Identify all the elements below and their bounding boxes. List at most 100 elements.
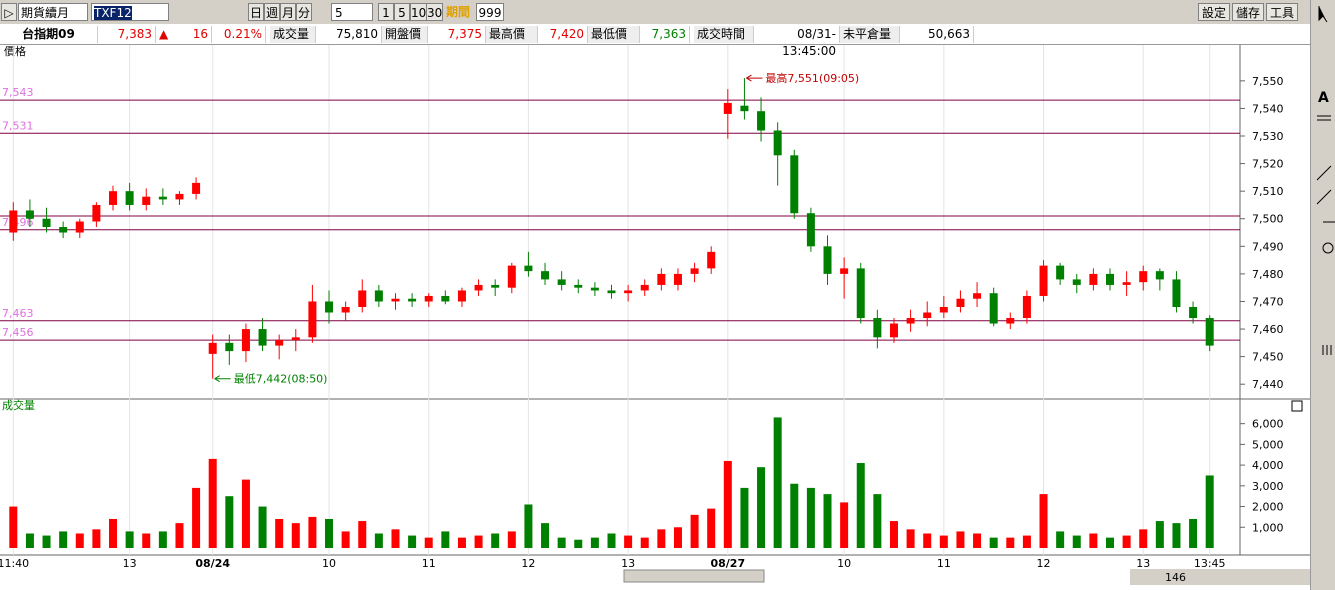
minute-button[interactable]: 1 [378,3,394,21]
volume-bar [92,529,101,548]
candle-body [275,340,284,346]
quote-last: 7,383 [98,26,156,43]
quote-name: 台指期09 [0,26,98,43]
volume-bar [607,533,616,548]
volume-bar [923,533,932,548]
x-tick-label: 13 [621,557,635,570]
volume-bar [740,487,749,548]
candle-body [507,265,516,288]
candle-body [325,301,334,313]
volume-panel-label: 成交量 [2,398,35,412]
minutes-select[interactable]: 5 [331,3,373,21]
candle-body [673,273,682,285]
candle-body [125,191,134,205]
action-button[interactable]: 設定 [1198,3,1230,21]
candle-body [557,279,566,285]
line-tool[interactable] [1316,165,1332,181]
volume-bar [241,479,250,548]
volume-bar [391,529,400,548]
volume-bar [939,535,948,548]
action-button[interactable]: 儲存 [1232,3,1264,21]
candle-body [873,318,882,338]
annotation-arrowhead [746,74,752,82]
arrow-tool[interactable] [1316,189,1332,205]
x-tick-label: 08/27 [710,557,745,570]
candle-body [75,221,84,233]
symbol-select[interactable]: TXF12 [91,3,169,21]
quote-bar: 台指期09 7,383 ▲ 16 0.21% 成交量 75,810 開盤價 7,375 最高價 7,… [0,24,1310,58]
period-button[interactable]: 日 [248,3,264,21]
field-value: 50,663 [900,26,974,43]
candle-body [973,293,982,299]
candle-body [25,210,34,219]
y2-tick-label: 2,000 [1252,501,1284,514]
candle-body [109,191,118,205]
cursor-icon[interactable] [1318,6,1328,23]
symbol: TXF12 [94,6,132,20]
candle-body [1105,273,1114,285]
reference-label: 7,543 [2,86,34,99]
reference-label: 7,531 [2,119,34,132]
volume-bar [1122,535,1131,548]
product-select[interactable]: 期貨續月 [18,3,88,21]
y-tick-label: 7,440 [1252,378,1284,391]
volume-bar [142,533,151,548]
candle-body [823,246,832,274]
candle-body [9,210,18,233]
scrollbar[interactable] [623,569,765,583]
volume-bar [1172,523,1181,548]
volume-bar [557,537,566,548]
x-tick-label: 11 [422,557,436,570]
candle-body [1189,306,1198,319]
range-input[interactable]: 999 [476,3,504,21]
volume-bar [690,514,699,548]
candle-body [906,318,915,324]
volume-bar [673,527,682,548]
circle-tool[interactable] [1322,242,1334,254]
minute-button[interactable]: 10 [410,3,427,21]
candle-body [1122,282,1131,285]
period-button[interactable]: 分 [296,3,312,21]
y2-tick-label: 6,000 [1252,418,1284,431]
action-button[interactable]: 工具 [1266,3,1298,21]
volume-bar [889,521,898,548]
period-button[interactable]: 月 [280,3,296,21]
volume-bar [640,537,649,548]
candle-body [1072,279,1081,285]
candle-body [158,196,167,200]
candle-body [624,290,633,294]
volume-bar [109,518,118,548]
candle-body [723,102,732,114]
volume-bar [840,502,849,548]
annotation: 最高7,551(09:05) [765,71,859,85]
field-label: 未平倉量 [840,26,900,43]
y2-tick-label: 5,000 [1252,438,1284,451]
x-tick-label: 10 [837,557,851,570]
period-button[interactable]: 週 [264,3,280,21]
candle-body [956,298,965,307]
x-tick-label: 11 [937,557,951,570]
volume-bar [657,529,666,548]
candle-body [1139,271,1148,283]
candle-body [1056,265,1065,280]
minute-button[interactable]: 5 [394,3,410,21]
volume-bar [408,535,417,548]
candle-body [1006,318,1015,324]
volume-bar [1155,521,1164,548]
text-tool[interactable]: A [1318,90,1329,106]
volume-bar [973,533,982,548]
toolbar: ▷ 期貨續月 TXF12 5 期間 999 日週月分 1 5 10 30 設定 儲存 工具 [0,0,1335,24]
field-value: 7,420 [538,26,588,43]
candle-body [690,268,699,274]
reference-label: 7,463 [2,307,34,320]
volume-bar [9,506,18,548]
x-tick-label: 13 [1136,557,1150,570]
play-button[interactable]: ▷ [1,3,17,21]
quote-change: 16 [178,26,212,43]
minute-button[interactable]: 30 [426,3,443,21]
y-tick-label: 7,480 [1252,268,1284,281]
annotation-arrowhead [214,375,220,383]
close-volume[interactable] [1291,400,1303,412]
field-value: 7,375 [428,26,486,43]
candle-body [1022,295,1031,319]
